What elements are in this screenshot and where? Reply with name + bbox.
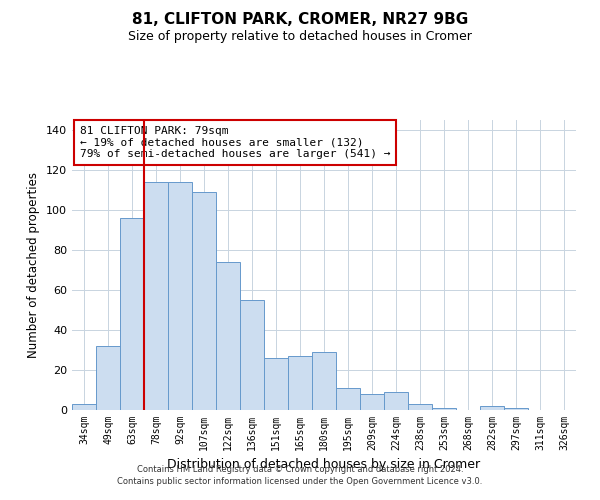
Bar — [72, 404, 96, 410]
Y-axis label: Number of detached properties: Number of detached properties — [28, 172, 40, 358]
Bar — [312, 352, 336, 410]
Bar — [408, 404, 432, 410]
Bar — [384, 392, 408, 410]
X-axis label: Distribution of detached houses by size in Cromer: Distribution of detached houses by size … — [167, 458, 481, 471]
Text: Contains HM Land Registry data © Crown copyright and database right 2024.: Contains HM Land Registry data © Crown c… — [137, 465, 463, 474]
Text: 81 CLIFTON PARK: 79sqm
← 19% of detached houses are smaller (132)
79% of semi-de: 81 CLIFTON PARK: 79sqm ← 19% of detached… — [80, 126, 390, 159]
Bar — [96, 346, 120, 410]
Bar — [288, 356, 312, 410]
Bar — [240, 300, 264, 410]
Bar — [504, 408, 528, 410]
Text: Size of property relative to detached houses in Cromer: Size of property relative to detached ho… — [128, 30, 472, 43]
Text: Contains public sector information licensed under the Open Government Licence v3: Contains public sector information licen… — [118, 477, 482, 486]
Bar — [216, 262, 240, 410]
Text: 81, CLIFTON PARK, CROMER, NR27 9BG: 81, CLIFTON PARK, CROMER, NR27 9BG — [132, 12, 468, 28]
Bar — [120, 218, 144, 410]
Bar — [432, 408, 456, 410]
Bar — [168, 182, 192, 410]
Bar — [264, 358, 288, 410]
Bar — [144, 182, 168, 410]
Bar — [336, 388, 360, 410]
Bar — [360, 394, 384, 410]
Bar — [192, 192, 216, 410]
Bar — [480, 406, 504, 410]
